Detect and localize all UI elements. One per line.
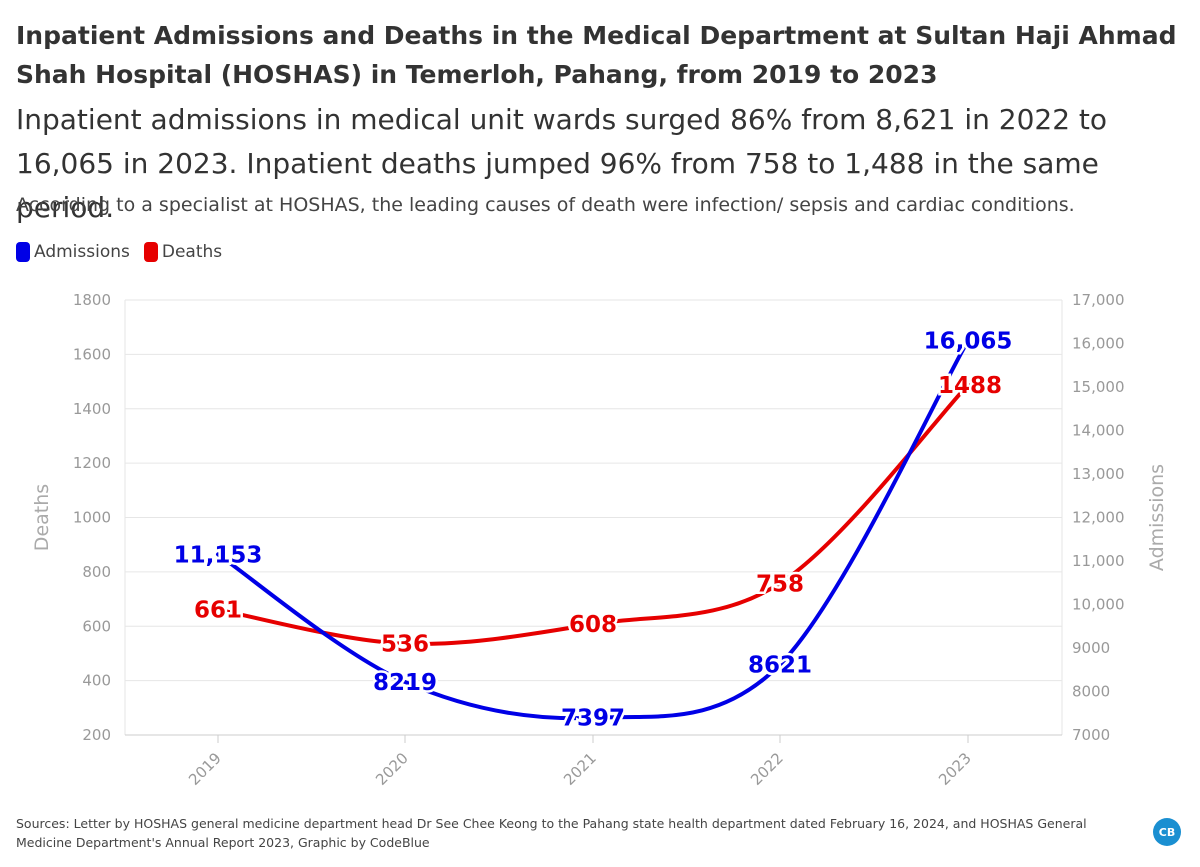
chart-subtitle: Inpatient admissions in medical unit war…	[16, 103, 1108, 224]
chart-plot: 200 400 600 800 1000 1200 1400 1600 1800 7000 8000…	[31, 291, 1168, 789]
data-label-deaths: 1488	[938, 373, 1002, 399]
legend-label-admissions: Admissions	[34, 242, 130, 262]
legend-swatch-admissions	[16, 242, 30, 262]
left-axis-title: Deaths	[31, 484, 53, 551]
right-tick-label: 9000	[1072, 639, 1110, 657]
right-tick-label: 7000	[1072, 726, 1110, 744]
x-tick-label: 2020	[372, 749, 412, 789]
right-tick-label: 11,000	[1072, 552, 1125, 570]
data-label-deaths: 608	[569, 612, 617, 638]
right-tick-label: 8000	[1072, 683, 1110, 701]
codeblue-logo: CB	[1153, 818, 1181, 846]
right-tick-label: 16,000	[1072, 335, 1125, 353]
chart-gridlines	[125, 299, 1062, 736]
right-axis-title: Admissions	[1146, 464, 1168, 571]
legend: Admissions Deaths	[16, 242, 222, 262]
right-tick-label: 10,000	[1072, 596, 1125, 614]
left-tick-label: 200	[82, 726, 111, 744]
left-tick-label: 400	[82, 672, 111, 690]
x-tick-label: 2023	[935, 749, 975, 789]
chart-note: According to a specialist at HOSHAS, the…	[16, 194, 1075, 216]
x-tick-label: 2019	[185, 749, 225, 789]
source-note: Sources: Letter by HOSHAS general medici…	[16, 816, 1087, 850]
left-tick-label: 800	[82, 563, 111, 581]
right-tick-label: 15,000	[1072, 378, 1125, 396]
right-tick-label: 17,000	[1072, 291, 1125, 309]
left-tick-label: 600	[82, 617, 111, 635]
data-label-admissions: 16,065	[924, 329, 1013, 355]
data-label-admissions: 11,153	[174, 542, 263, 568]
right-tick-label: 12,000	[1072, 509, 1125, 527]
series-line-admissions	[216, 338, 970, 721]
legend-label-deaths: Deaths	[161, 242, 223, 262]
legend-item-deaths[interactable]: Deaths	[143, 242, 223, 262]
data-label-deaths: 536	[381, 632, 429, 658]
series-line-deaths	[216, 382, 970, 646]
chart-series-lines	[216, 338, 970, 721]
legend-swatch-deaths	[143, 242, 158, 262]
legend-item-admissions[interactable]: Admissions	[16, 242, 130, 262]
data-label-admissions: 8219	[373, 670, 437, 696]
data-label-admissions: 8621	[748, 652, 812, 678]
left-tick-label: 1400	[73, 400, 111, 418]
chart-axes: 200 400 600 800 1000 1200 1400 1600 1800 7000 8000…	[31, 291, 1168, 789]
left-tick-label: 1800	[73, 291, 111, 309]
left-tick-label: 1000	[73, 509, 111, 527]
right-tick-label: 14,000	[1072, 422, 1125, 440]
chart-data-labels: 11,153 8219 7397 8621 16,065 661 536 608 758 1488	[171, 326, 1015, 734]
x-tick-label: 2021	[560, 749, 600, 789]
x-tick-label: 2022	[747, 749, 787, 789]
data-label-deaths: 758	[756, 571, 804, 597]
chart-title: Inpatient Admissions and Deaths in the M…	[16, 21, 1177, 89]
right-tick-label: 13,000	[1072, 465, 1125, 483]
left-tick-label: 1600	[73, 345, 111, 363]
data-label-admissions: 7397	[561, 706, 625, 732]
left-tick-label: 1200	[73, 454, 111, 472]
data-label-deaths: 661	[194, 598, 242, 624]
